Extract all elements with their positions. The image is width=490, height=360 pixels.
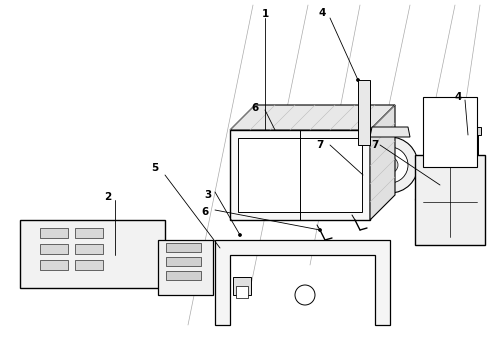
Bar (233, 277, 251, 295)
Circle shape (434, 179, 446, 191)
Circle shape (264, 129, 267, 131)
Text: 4: 4 (454, 92, 462, 102)
Polygon shape (465, 127, 481, 135)
Circle shape (426, 171, 454, 199)
Circle shape (219, 247, 221, 249)
Text: 4: 4 (318, 8, 326, 18)
Circle shape (466, 134, 469, 136)
Bar (236, 286, 248, 298)
Polygon shape (20, 220, 165, 288)
Polygon shape (358, 80, 370, 145)
Polygon shape (238, 138, 362, 212)
Text: 6: 6 (201, 207, 209, 217)
Text: 2: 2 (104, 192, 112, 202)
Circle shape (372, 147, 408, 183)
Circle shape (382, 157, 398, 173)
Circle shape (295, 285, 315, 305)
Polygon shape (230, 105, 395, 130)
Text: 7: 7 (371, 140, 379, 150)
Circle shape (418, 163, 462, 207)
Circle shape (357, 78, 360, 81)
Text: 1: 1 (261, 9, 269, 19)
Bar (40, 228, 68, 238)
Circle shape (361, 93, 367, 99)
Circle shape (361, 126, 367, 132)
Text: 6: 6 (251, 103, 259, 113)
Text: 5: 5 (151, 163, 159, 173)
Polygon shape (415, 155, 485, 245)
Polygon shape (370, 127, 410, 137)
Bar (40, 244, 68, 254)
Circle shape (114, 253, 117, 256)
Bar (75, 244, 103, 254)
Bar (166, 243, 201, 252)
Circle shape (362, 174, 365, 176)
Circle shape (318, 229, 321, 231)
Polygon shape (158, 240, 213, 295)
Polygon shape (424, 155, 456, 163)
Text: 3: 3 (204, 190, 212, 200)
Circle shape (239, 234, 242, 237)
Circle shape (362, 137, 418, 193)
Bar (75, 228, 103, 238)
Bar (75, 260, 103, 270)
Circle shape (439, 184, 441, 186)
Polygon shape (215, 240, 390, 325)
Text: 7: 7 (317, 140, 324, 150)
Polygon shape (370, 105, 395, 220)
Bar (40, 260, 68, 270)
Bar (166, 257, 201, 266)
Circle shape (361, 109, 367, 116)
Circle shape (273, 129, 276, 131)
Bar (166, 271, 201, 280)
Polygon shape (468, 135, 478, 190)
Polygon shape (230, 130, 370, 220)
Bar (423, 97, 477, 167)
